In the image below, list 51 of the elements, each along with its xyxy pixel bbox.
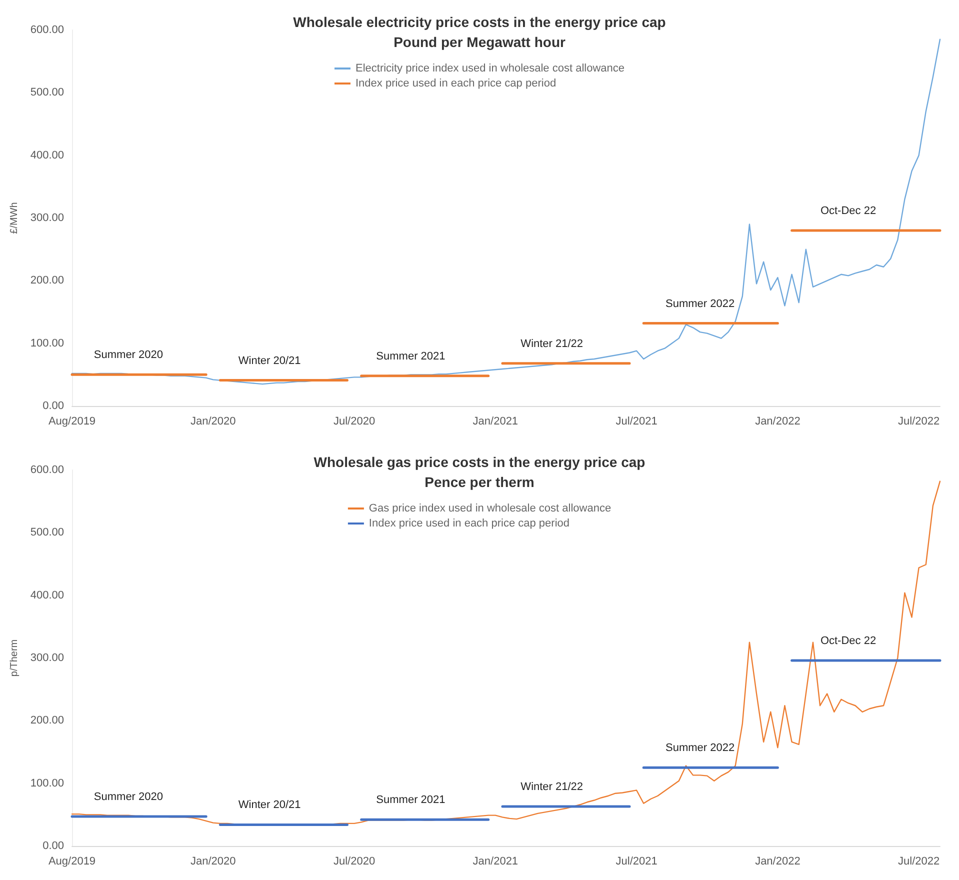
annotation: Winter 20/21 — [238, 799, 301, 812]
x-tick-label: Jan/2020 — [190, 856, 236, 868]
x-tick-label: Jan/2022 — [755, 856, 800, 868]
x-tick-label: Jul/2021 — [616, 416, 658, 428]
annotation: Summer 2022 — [666, 298, 735, 310]
y-tick-label: 0.00 — [42, 400, 64, 412]
y-axis-title: p/Therm — [8, 639, 20, 677]
x-tick-label: Jul/2022 — [898, 856, 940, 868]
x-tick-label: Jan/2020 — [190, 416, 236, 428]
legend-label: Gas price index used in wholesale cost allowance — [368, 502, 612, 514]
chart-title: Wholesale gas price costs in the energy price cap — [314, 454, 646, 470]
x-tick-label: Jan/2021 — [472, 416, 518, 428]
chart-subtitle: Pound per Megawatt hour — [394, 34, 566, 50]
chart-title: Wholesale electricity price costs in the energy price cap — [293, 14, 666, 30]
annotation: Summer 2020 — [94, 791, 163, 804]
annotation: Summer 2022 — [666, 742, 735, 754]
y-tick-label: 600.00 — [30, 464, 64, 476]
annotation: Summer 2020 — [94, 349, 163, 362]
legend-label: Electricity price index used in wholesale cost allowance — [355, 62, 625, 74]
y-tick-label: 200.00 — [30, 274, 64, 287]
y-tick-label: 500.00 — [30, 86, 64, 99]
x-tick-label: Jul/2021 — [616, 856, 658, 868]
annotation: Oct-Dec 22 — [820, 205, 876, 218]
legend-label: Index price used in each price cap period — [368, 518, 570, 530]
y-axis-title: £/MWh — [8, 202, 20, 234]
x-tick-label: Jan/2022 — [755, 416, 800, 428]
y-tick-label: 0.00 — [42, 840, 64, 852]
annotation: Summer 2021 — [376, 350, 446, 362]
annotation: Oct-Dec 22 — [820, 635, 876, 648]
y-tick-label: 400.00 — [30, 149, 64, 162]
annotation: Winter 21/22 — [520, 338, 584, 350]
y-tick-label: 500.00 — [30, 526, 64, 539]
annotation: Winter 21/22 — [520, 781, 584, 794]
x-tick-label: Jul/2022 — [898, 416, 940, 428]
y-tick-label: 600.00 — [30, 24, 64, 36]
y-tick-label: 300.00 — [30, 212, 64, 224]
annotation: Summer 2021 — [376, 794, 446, 806]
x-tick-label: Jul/2020 — [333, 856, 376, 868]
y-tick-label: 200.00 — [30, 714, 64, 727]
chart-subtitle: Pence per therm — [424, 474, 534, 490]
x-tick-label: Jul/2020 — [333, 416, 376, 428]
x-tick-label: Aug/2019 — [48, 416, 96, 428]
x-tick-label: Jan/2021 — [472, 856, 518, 868]
legend-label: Index price used in each price cap period — [355, 78, 556, 90]
x-tick-label: Aug/2019 — [48, 856, 96, 868]
line-series — [71, 38, 941, 385]
annotation: Winter 20/21 — [238, 354, 301, 367]
y-tick-label: 100.00 — [30, 337, 64, 350]
y-tick-label: 100.00 — [30, 777, 64, 790]
y-tick-label: 400.00 — [30, 589, 64, 602]
y-tick-label: 300.00 — [30, 652, 64, 664]
